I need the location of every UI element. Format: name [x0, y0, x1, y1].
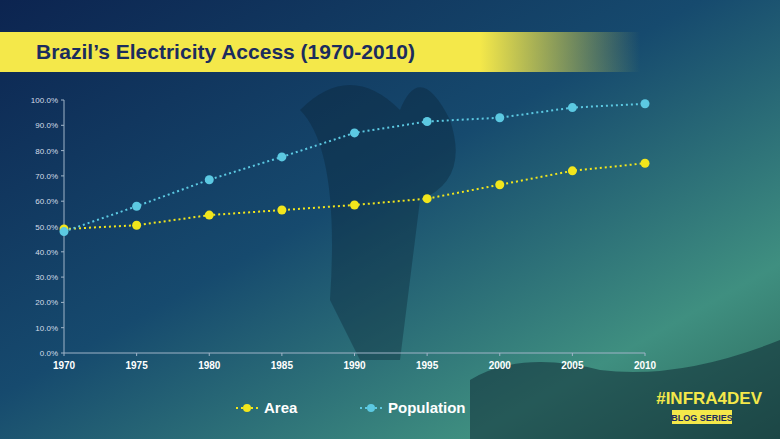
x-tick [281, 353, 282, 356]
x-tick [427, 353, 428, 356]
x-tick-label: 1970 [53, 360, 76, 371]
x-tick-label: 1990 [343, 360, 366, 371]
y-tick [61, 277, 64, 278]
x-tick-label: 1975 [126, 360, 149, 371]
series-line [64, 163, 645, 229]
y-tick-label: 100.0% [31, 96, 58, 105]
chart: Brazil’s Electricity Access (1970-2010) 0… [0, 0, 780, 439]
y-tick-label: 10.0% [35, 324, 58, 333]
point [568, 103, 577, 112]
x-tick [64, 353, 65, 356]
y-tick [61, 175, 64, 176]
point [495, 113, 504, 122]
logo-badge [672, 410, 732, 424]
x-tick [499, 353, 500, 356]
x-tick-label: 2005 [561, 360, 584, 371]
logo-subtext: BLOG SERIES [671, 413, 733, 423]
point [277, 206, 286, 215]
x-tick [136, 353, 137, 356]
y-tick-label: 70.0% [35, 172, 58, 181]
point [350, 128, 359, 137]
silhouette [300, 85, 456, 360]
point [423, 194, 432, 203]
y-tick [61, 125, 64, 126]
point [350, 200, 359, 209]
silhouette [470, 340, 780, 439]
x-tick-label: 1995 [416, 360, 439, 371]
legend-marker [367, 404, 375, 412]
y-tick [61, 302, 64, 303]
x-tick [209, 353, 210, 356]
y-tick-label: 50.0% [35, 223, 58, 232]
point [60, 227, 69, 236]
legend-marker [243, 404, 251, 412]
y-tick-label: 0.0% [40, 349, 58, 358]
point [132, 221, 141, 230]
x-tick [572, 353, 573, 356]
x-tick-label: 2000 [489, 360, 512, 371]
point [641, 159, 650, 168]
y-tick-label: 90.0% [35, 121, 58, 130]
y-tick-label: 20.0% [35, 298, 58, 307]
point [277, 152, 286, 161]
point [495, 180, 504, 189]
legend-label: Area [264, 399, 298, 416]
point [205, 175, 214, 184]
logo-text: #INFRA4DEV [656, 389, 762, 408]
x-tick [645, 353, 646, 356]
x-tick [354, 353, 355, 356]
y-tick [61, 150, 64, 151]
point [423, 117, 432, 126]
plot-area [60, 99, 650, 236]
y-tick [61, 327, 64, 328]
point [641, 99, 650, 108]
y-tick [61, 201, 64, 202]
y-tick [61, 251, 64, 252]
legend-label: Population [388, 399, 466, 416]
background [0, 0, 780, 439]
y-tick [61, 100, 64, 101]
point [205, 211, 214, 220]
x-tick-label: 2010 [634, 360, 657, 371]
point [568, 166, 577, 175]
series-line [64, 104, 645, 232]
x-tick-label: 1980 [198, 360, 221, 371]
y-tick-label: 80.0% [35, 147, 58, 156]
title-banner [0, 32, 640, 72]
y-tick-label: 60.0% [35, 197, 58, 206]
x-tick-label: 1985 [271, 360, 294, 371]
y-tick-label: 30.0% [35, 273, 58, 282]
title: Brazil’s Electricity Access (1970-2010) [36, 40, 415, 63]
y-tick-label: 40.0% [35, 248, 58, 257]
point [132, 202, 141, 211]
